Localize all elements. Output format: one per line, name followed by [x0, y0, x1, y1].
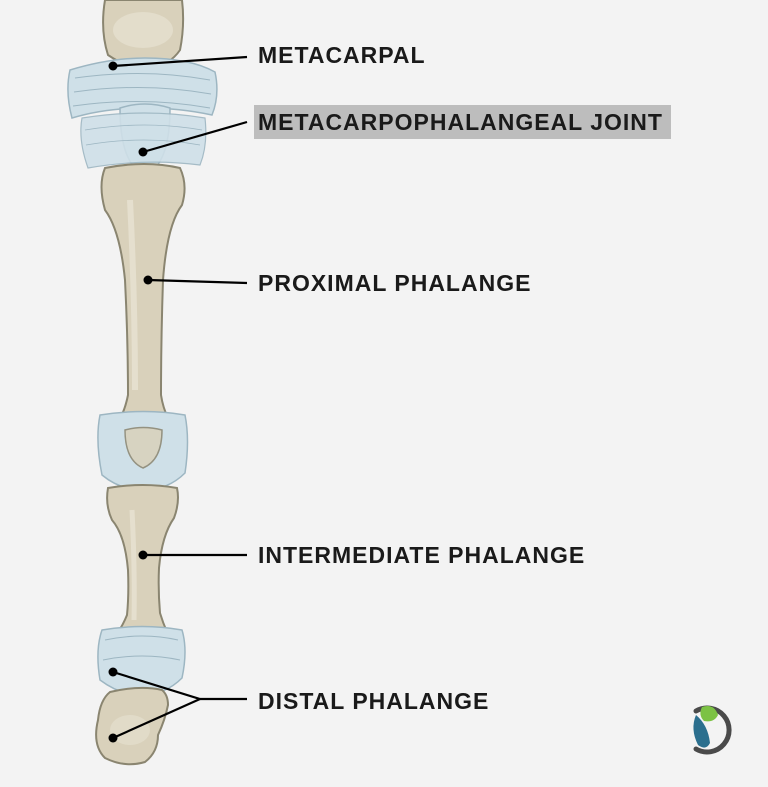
label-metacarpal: METACARPAL	[258, 42, 426, 68]
anatomy-diagram: METACARPAL METACARPOPHALANGEAL JOINT PROXI…	[0, 0, 768, 787]
dip-joint	[98, 627, 185, 696]
pip-joint	[98, 412, 188, 491]
label-intermediate: INTERMEDIATE PHALANGE	[258, 542, 585, 568]
label-distal: DISTAL PHALANGE	[258, 688, 489, 714]
bone-illustration	[50, 0, 230, 780]
logo-icon	[682, 701, 738, 757]
distal-phalange-bone	[96, 688, 168, 764]
mcp-joint	[68, 58, 217, 175]
proximal-phalange-bone	[102, 164, 185, 422]
label-proximal: PROXIMAL PHALANGE	[258, 270, 531, 296]
label-mcp_joint: METACARPOPHALANGEAL JOINT	[254, 105, 671, 139]
intermediate-phalange-bone	[107, 485, 178, 635]
